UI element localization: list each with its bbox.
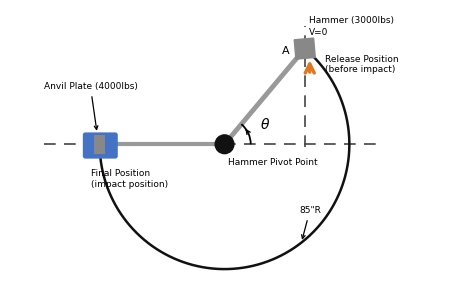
Text: 85"R: 85"R — [299, 206, 321, 239]
Text: θ: θ — [261, 118, 269, 132]
Circle shape — [215, 135, 234, 154]
Bar — [94, 135, 105, 154]
Text: Anvil Plate (4000lbs): Anvil Plate (4000lbs) — [44, 82, 137, 129]
Polygon shape — [294, 38, 315, 59]
Text: Hammer Pivot Point: Hammer Pivot Point — [228, 158, 318, 167]
Text: V=0: V=0 — [309, 28, 328, 37]
Text: Final Position
(impact position): Final Position (impact position) — [91, 169, 168, 189]
Text: B: B — [109, 143, 116, 153]
Text: Hammer (3000lbs): Hammer (3000lbs) — [309, 16, 393, 25]
Text: Release Position
(before impact): Release Position (before impact) — [325, 55, 398, 74]
Text: A: A — [282, 46, 290, 56]
FancyBboxPatch shape — [83, 132, 118, 159]
